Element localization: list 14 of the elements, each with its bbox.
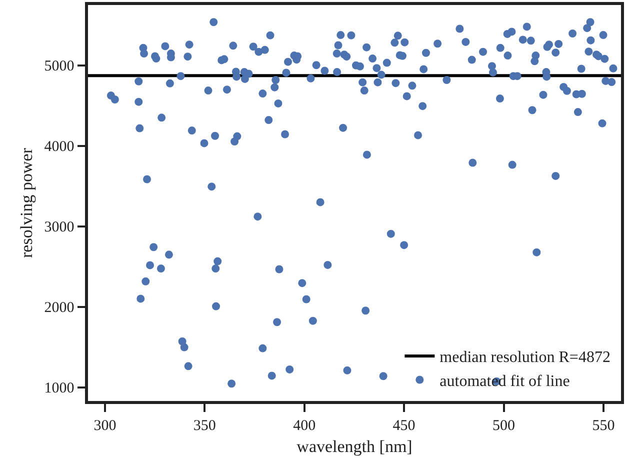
x-tick-label: 550 <box>592 418 615 434</box>
x-tick-label: 350 <box>193 418 216 434</box>
x-tick-label: 300 <box>94 418 116 434</box>
x-tick-label: 450 <box>392 418 416 434</box>
legend-label: median resolution R=4872 <box>440 349 610 366</box>
x-tick-label: 400 <box>293 418 316 434</box>
x-axis-title: wavelength [nm] <box>296 437 412 456</box>
y-tick-label: 2000 <box>44 300 74 316</box>
y-tick-label: 3000 <box>44 220 74 236</box>
y-tick-label: 1000 <box>44 380 74 397</box>
y-axis-title: resolving power <box>16 148 36 258</box>
y-tick-label: 4000 <box>44 139 74 156</box>
x-tick-label: 500 <box>492 418 515 434</box>
y-tick-label: 5000 <box>44 58 74 75</box>
